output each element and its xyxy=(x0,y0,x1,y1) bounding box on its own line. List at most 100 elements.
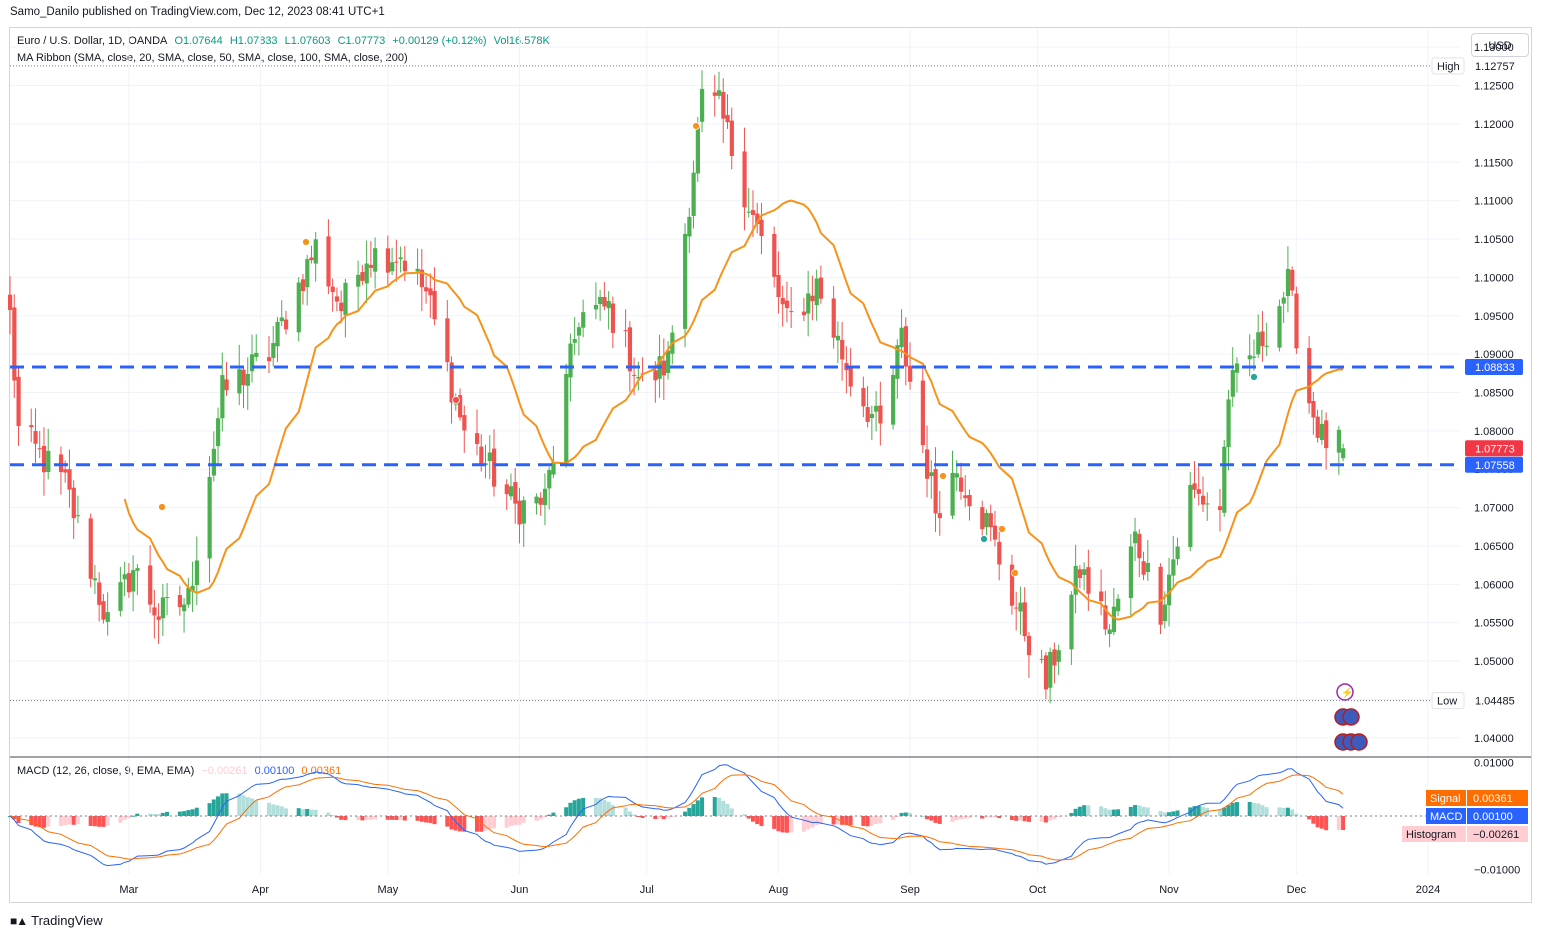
candle-body xyxy=(126,573,132,593)
candle xyxy=(1277,299,1282,352)
candle xyxy=(1264,322,1269,357)
candle-body xyxy=(895,345,900,379)
symbol-title[interactable]: Euro / U.S. Dollar, 1D, OANDA xyxy=(17,35,168,47)
candle xyxy=(1285,246,1291,313)
candle xyxy=(627,321,633,392)
candle-body xyxy=(623,330,628,332)
candle xyxy=(271,325,276,367)
histogram-bar xyxy=(670,816,675,817)
candle xyxy=(1116,594,1121,617)
candle-body xyxy=(313,239,318,264)
candle xyxy=(432,267,437,326)
histogram-bar xyxy=(1256,803,1261,816)
histogram-bar xyxy=(339,816,344,820)
ma-ribbon-legend[interactable]: MA Ribbon (SMA, close, 20, SMA, close, 5… xyxy=(17,52,408,64)
histogram-bar xyxy=(683,811,688,816)
macd-legend-macd: 0.00100 xyxy=(254,765,295,777)
price-tick-label: 1.08000 xyxy=(1474,426,1514,438)
footer-brand[interactable]: TradingView xyxy=(31,913,103,928)
histogram-bar xyxy=(368,816,373,820)
candle-body xyxy=(517,500,522,525)
candle xyxy=(88,513,93,588)
candle xyxy=(687,207,692,254)
price-tick-label: 1.13000 xyxy=(1474,42,1514,54)
candle-body xyxy=(394,261,399,263)
histogram-bar xyxy=(283,808,288,816)
candle-body xyxy=(695,125,700,174)
currency-button[interactable]: USD xyxy=(1471,33,1529,57)
candle-body xyxy=(602,296,607,307)
candle-body xyxy=(1324,420,1329,449)
histogram-bar xyxy=(878,816,883,824)
candle xyxy=(105,592,110,636)
histogram-bar xyxy=(360,816,365,821)
candle xyxy=(869,405,875,441)
histogram-bar xyxy=(92,816,97,827)
candle-body xyxy=(806,293,811,314)
candle-body xyxy=(666,350,671,373)
histogram-bar xyxy=(300,809,305,816)
candle-body xyxy=(16,376,21,426)
histogram-bar xyxy=(1145,807,1150,816)
candle xyxy=(610,296,616,349)
candle-body xyxy=(1171,559,1176,576)
candle-body xyxy=(309,257,314,261)
candle-body xyxy=(746,211,751,213)
histogram-bar xyxy=(551,812,556,816)
candle-body xyxy=(254,352,259,357)
candle xyxy=(424,275,429,304)
candle xyxy=(878,381,883,446)
flag-event-icon xyxy=(1342,708,1360,726)
candle xyxy=(593,282,599,320)
histogram-bar xyxy=(122,816,127,820)
candle-body xyxy=(216,418,221,447)
macd-title[interactable]: MACD (12, 26, close, 9, EMA, EMA) xyxy=(17,765,195,777)
histogram-bar xyxy=(326,812,331,816)
candle-body xyxy=(899,327,904,348)
candle xyxy=(547,466,552,510)
candle-body xyxy=(1188,484,1193,548)
candle xyxy=(1230,347,1235,407)
candle-body xyxy=(37,448,42,450)
signal-marker xyxy=(998,525,1006,533)
candle-body xyxy=(330,286,335,292)
candle-body xyxy=(598,296,603,305)
chart-frame xyxy=(9,27,1532,903)
histogram-bar xyxy=(1099,806,1104,816)
candle-body xyxy=(1260,331,1265,347)
histogram-bar xyxy=(156,814,161,816)
histogram-bar xyxy=(1222,807,1227,816)
histogram-bar xyxy=(602,800,607,816)
histogram-bar xyxy=(814,816,819,826)
candle-body xyxy=(1111,606,1117,633)
candle-body xyxy=(950,472,955,516)
candle xyxy=(581,299,586,338)
candle-body xyxy=(131,570,136,592)
candle-body xyxy=(636,376,641,379)
candle-body xyxy=(1205,503,1210,505)
candle xyxy=(1022,587,1027,642)
candle xyxy=(784,281,790,323)
candle-body xyxy=(419,269,425,288)
candle xyxy=(368,241,374,278)
macd-tick-label: 0.01000 xyxy=(1474,757,1514,769)
candle-body xyxy=(831,298,836,338)
candle xyxy=(491,429,497,497)
candle xyxy=(266,336,272,374)
candle-body xyxy=(568,343,573,378)
candle xyxy=(1281,291,1286,323)
candle-body xyxy=(818,277,824,299)
candle xyxy=(58,446,64,495)
economic-events: ⚡ xyxy=(1334,683,1368,751)
candle xyxy=(1341,443,1346,462)
candle xyxy=(279,300,284,326)
candle-body xyxy=(1277,306,1282,348)
candle-body xyxy=(1158,566,1163,625)
candle xyxy=(992,510,998,547)
candle xyxy=(118,566,123,617)
candle xyxy=(950,450,955,519)
candle-body xyxy=(1226,399,1231,448)
candle xyxy=(572,316,577,355)
level-upper-label-bg xyxy=(1465,358,1523,375)
